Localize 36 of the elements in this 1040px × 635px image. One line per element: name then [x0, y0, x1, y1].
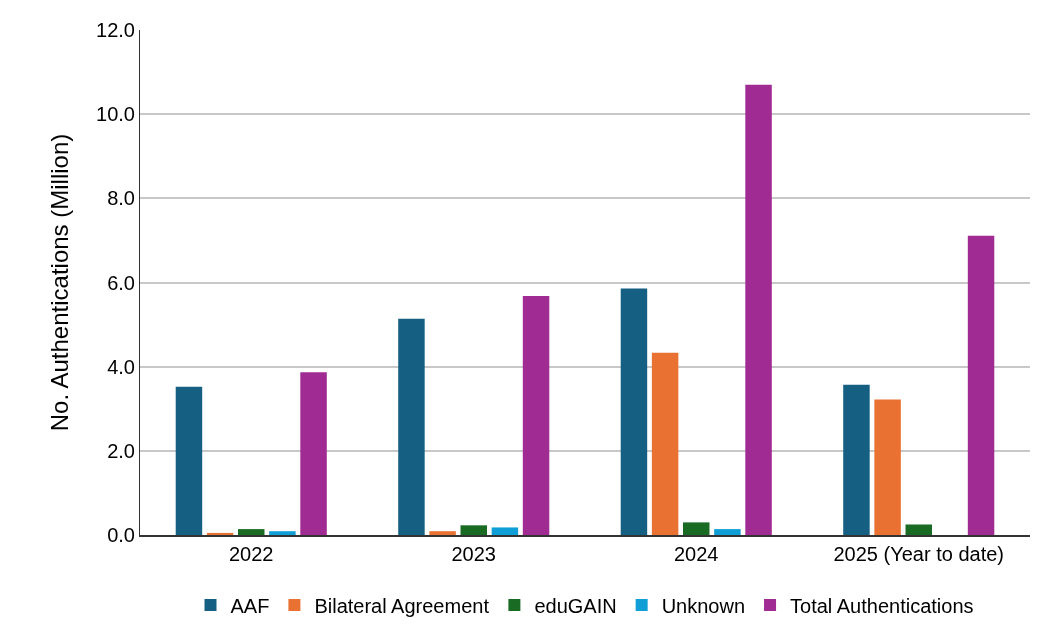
bar: [967, 235, 995, 535]
y-axis-title: No. Authentications (Million): [46, 133, 74, 432]
bar: [905, 524, 932, 535]
bar: [683, 522, 710, 535]
bar: [874, 399, 901, 535]
legend-label: AAF: [230, 594, 270, 617]
legend-label: Bilateral Agreement: [314, 594, 490, 617]
bar: [398, 318, 425, 535]
y-tick-label: 4.0: [107, 355, 135, 378]
y-tick-label: 10.0: [96, 103, 135, 126]
bar: [238, 529, 265, 535]
y-tick-label: 6.0: [107, 271, 135, 294]
y-tick-label: 12.0: [96, 19, 135, 41]
bar: [843, 384, 870, 535]
bar: [522, 295, 550, 535]
bar: [460, 525, 487, 535]
y-tick-label: 0.0: [107, 524, 135, 546]
x-tick-label: 2025 (Year to date): [833, 543, 1004, 565]
bar: [206, 532, 234, 535]
x-tick-label: 2023: [451, 543, 496, 565]
bar: [620, 288, 648, 535]
x-tick-label: 2024: [674, 543, 719, 565]
x-tick-label: 2022: [229, 543, 274, 565]
bar: [175, 386, 203, 535]
y-tick-label: 2.0: [107, 439, 135, 462]
bar: [300, 372, 327, 535]
bar: [651, 352, 679, 535]
legend-label: eduGAIN: [534, 594, 617, 617]
y-tick-label: 8.0: [107, 187, 135, 210]
bar: [714, 529, 741, 535]
legend-label: Unknown: [661, 594, 746, 617]
bar: [491, 527, 519, 535]
legend-label: Total Authentications: [790, 594, 974, 617]
bar: [429, 531, 456, 535]
bar: [269, 531, 296, 535]
bar: [745, 84, 772, 535]
